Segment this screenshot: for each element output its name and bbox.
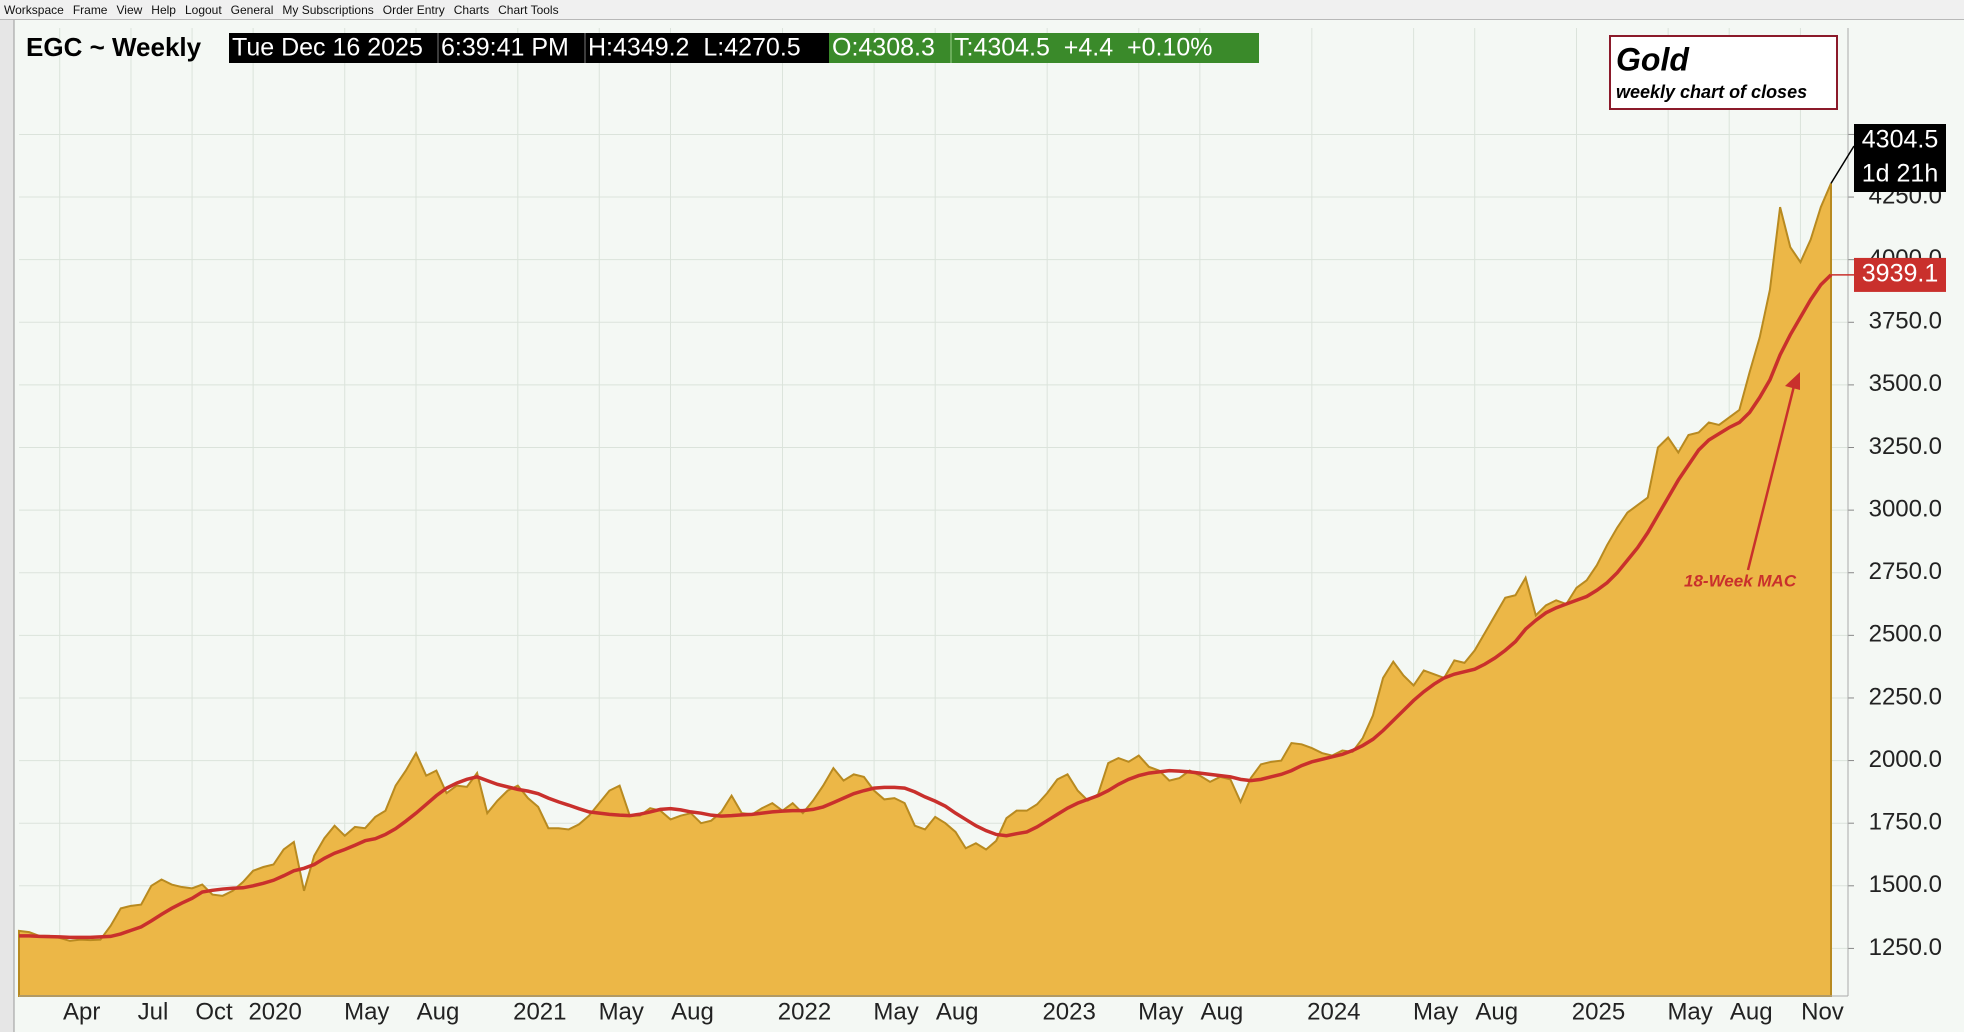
y-tick-label: 2750.0 bbox=[1869, 558, 1942, 585]
x-tick-label: Oct bbox=[195, 998, 233, 1025]
menu-item[interactable]: View bbox=[116, 2, 143, 17]
x-tick-label: Aug bbox=[936, 998, 979, 1025]
annotation: 18-Week MAC bbox=[1684, 571, 1797, 590]
x-tick-label: May bbox=[1667, 998, 1712, 1025]
legend-title: Gold bbox=[1616, 41, 1690, 77]
line bbox=[19, 273, 1833, 940]
menu-item[interactable]: Chart Tools bbox=[498, 2, 559, 17]
tag-connector bbox=[1830, 145, 1855, 184]
quote-bar-dark bbox=[229, 33, 829, 63]
countdown-label: 1d 21h bbox=[1862, 160, 1938, 188]
menu-item[interactable]: Logout bbox=[184, 2, 222, 17]
x-tick-label: 2025 bbox=[1572, 998, 1625, 1025]
x-tick-label: May bbox=[344, 998, 389, 1025]
left-frame bbox=[0, 20, 14, 1032]
x-tick-label: 2024 bbox=[1307, 998, 1360, 1025]
price-tags: 4304.5 1d 21h 3939.1 bbox=[1830, 124, 1946, 292]
quote-bar-green bbox=[829, 33, 1259, 63]
legend-box bbox=[1609, 35, 1838, 110]
menu-item[interactable]: Order Entry bbox=[382, 2, 445, 17]
quote-time: 6:39:41 PM bbox=[441, 34, 569, 62]
y-tick-label: 2000.0 bbox=[1869, 746, 1942, 773]
x-tick-label: Aug bbox=[1475, 998, 1518, 1025]
menu-item[interactable]: My Subscriptions bbox=[282, 2, 374, 17]
menu-item[interactable]: General bbox=[230, 2, 274, 17]
y-tick-label: 1250.0 bbox=[1869, 934, 1942, 961]
y-tick-label: 3000.0 bbox=[1869, 495, 1942, 522]
y-tick-label: 3750.0 bbox=[1869, 308, 1942, 335]
menu-item[interactable]: Charts bbox=[453, 2, 490, 17]
x-tick-label: 2022 bbox=[778, 998, 831, 1025]
ma-tag bbox=[1854, 257, 1946, 292]
y-tick-label: 3500.0 bbox=[1869, 370, 1942, 397]
x-tick-label: May bbox=[1413, 998, 1458, 1025]
legend-subtitle: weekly chart of closes bbox=[1616, 82, 1807, 102]
x-tick-label: Aug bbox=[671, 998, 714, 1025]
x-tick-label: Apr bbox=[63, 998, 100, 1025]
y-tick-label: 2250.0 bbox=[1869, 683, 1942, 710]
menu-item[interactable]: Frame bbox=[72, 2, 108, 17]
price-tag bbox=[1854, 124, 1946, 192]
price-tag-label: 4304.5 bbox=[1862, 126, 1938, 154]
x-tick-label: May bbox=[873, 998, 918, 1025]
quote-high-low: H:4349.2 L:4270.5 bbox=[588, 34, 801, 62]
annotation-arrow bbox=[1746, 381, 1797, 571]
x-tick-label: Aug bbox=[1730, 998, 1773, 1025]
y-tick-label: 1500.0 bbox=[1869, 871, 1942, 898]
menu-item[interactable]: Help bbox=[151, 2, 176, 17]
x-tick-label: Aug bbox=[417, 998, 460, 1025]
ma-tag-label: 3939.1 bbox=[1862, 260, 1938, 288]
chart-title: EGC ~ Weekly bbox=[26, 32, 202, 62]
menu-bar: Workspace Frame View Help Logout General My Su… bbox=[0, 0, 1964, 20]
marks bbox=[18, 183, 1833, 997]
area bbox=[18, 183, 1832, 997]
x-tick-label: 2021 bbox=[513, 998, 566, 1025]
x-tick-label: 2020 bbox=[248, 998, 301, 1025]
x-tick-label: Nov bbox=[1801, 998, 1844, 1025]
x-tick-label: Aug bbox=[1201, 998, 1244, 1025]
quote-last: T:4304.5 +4.4 +0.10% bbox=[954, 34, 1213, 62]
y-tick-label: 2500.0 bbox=[1869, 621, 1942, 648]
menu-item[interactable]: Workspace bbox=[4, 2, 64, 17]
x-tick-label: 2023 bbox=[1042, 998, 1095, 1025]
quote-date: Tue Dec 16 2025 bbox=[232, 34, 423, 62]
y-tick-label: 3250.0 bbox=[1869, 433, 1942, 460]
quote-open: O:4308.3 bbox=[832, 34, 935, 62]
x-tick-label: Jul bbox=[138, 998, 169, 1025]
x-tick-label: May bbox=[599, 998, 644, 1025]
x-tick-label: May bbox=[1138, 998, 1183, 1025]
y-tick-label: 1750.0 bbox=[1869, 809, 1942, 836]
axes: 1250.0 1500.0 1750.0 2000.0 2250.0 2500.0 2750… bbox=[19, 28, 1942, 1025]
annotation-arrowhead bbox=[1785, 372, 1800, 390]
